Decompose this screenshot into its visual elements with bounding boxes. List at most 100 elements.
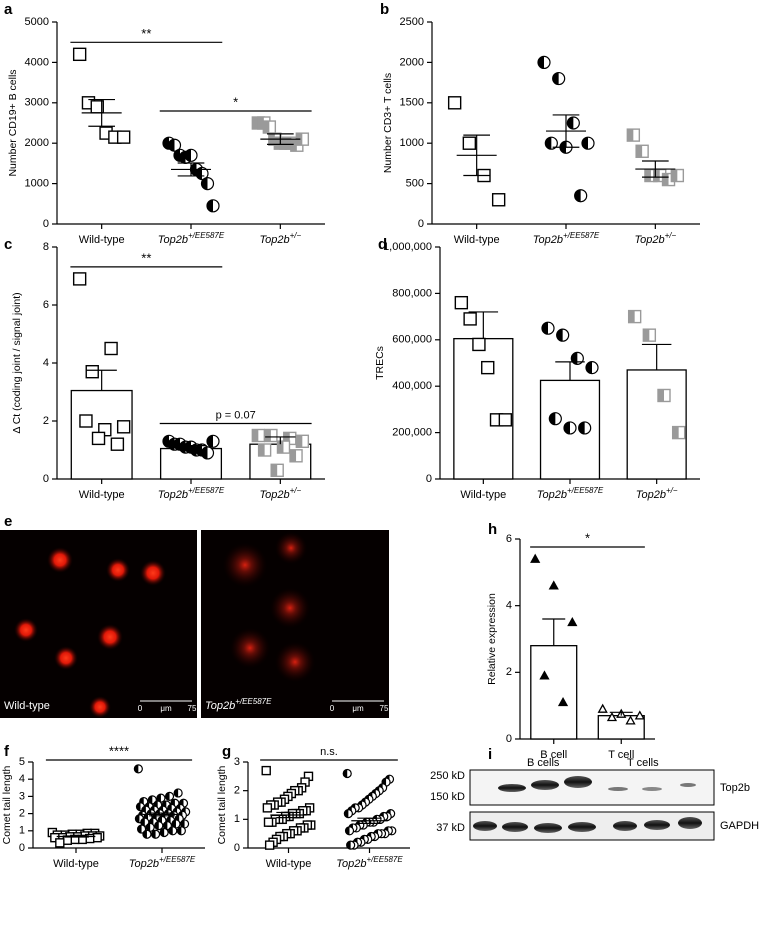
panel-letter: a — [4, 1, 13, 18]
panel-letter: d — [378, 236, 387, 253]
label-sup: +/− — [666, 486, 678, 495]
scale-start: 0 — [330, 704, 335, 713]
scale-unit: μm — [352, 704, 364, 713]
nucleus — [54, 646, 78, 670]
marker-fill — [140, 818, 145, 827]
band — [644, 820, 670, 830]
y-axis-label: Δ Ct (coding joint / signal joint) — [11, 292, 23, 433]
marker-fill — [163, 435, 169, 448]
chart: g Comet tail length 0 1 2 3 Wild-type Top2b+/EE… — [216, 743, 410, 870]
error-bar — [463, 134, 490, 177]
y-axis-label: Number CD19+ B cells — [7, 69, 19, 176]
data-point — [491, 193, 506, 207]
marker-fill — [165, 792, 170, 801]
y-tick-label: 3 — [234, 756, 240, 768]
marker-fill — [285, 137, 292, 150]
marker-fill — [185, 149, 191, 162]
y-tick-label: 600,000 — [392, 334, 432, 346]
y-tick-label: 1 — [234, 813, 240, 825]
data-point — [261, 765, 271, 776]
marker-shape — [50, 832, 60, 843]
y-tick-label: 2 — [19, 808, 25, 820]
error-bar — [265, 436, 296, 445]
label-base: Top2b — [537, 489, 567, 501]
data-point — [567, 616, 578, 627]
marker-fill — [283, 432, 290, 445]
marker-fill — [171, 819, 176, 828]
x-tick-label: Top2b+/EE587E — [537, 486, 604, 501]
marker-fill — [263, 121, 270, 134]
data-point — [462, 136, 477, 150]
marker-fill — [346, 841, 351, 850]
marker-shape — [462, 136, 477, 150]
nucleus — [89, 696, 111, 718]
bar — [530, 645, 578, 740]
marker-shape — [116, 420, 131, 434]
panel-letter: c — [4, 236, 12, 253]
error-bar — [552, 114, 580, 148]
data-point — [574, 189, 588, 203]
marker-fill — [290, 449, 297, 462]
marker-fill — [168, 826, 173, 835]
micrographs: e Wild-type Top2b+/EE587E 0 μm 75 0 μm 7… — [0, 513, 389, 718]
micrograph-label: Wild-type — [4, 700, 50, 712]
x-tick-label: B cell — [540, 749, 567, 761]
marker-shape — [472, 337, 486, 352]
data-point — [670, 168, 685, 183]
data-point — [262, 120, 277, 134]
marker-fill — [201, 446, 208, 459]
data-point — [472, 337, 486, 352]
marker-fill — [179, 151, 186, 164]
data-point — [585, 361, 599, 375]
marker-fill — [672, 426, 679, 439]
data-point — [150, 829, 161, 839]
label-sup: +/EE587E — [188, 231, 225, 240]
x-tick-label: Top2b+/EE587E — [336, 855, 403, 870]
marker-fill — [151, 830, 156, 839]
scale-start: 0 — [138, 704, 143, 713]
y-tick-label: 5 — [19, 756, 25, 768]
band — [531, 780, 559, 790]
marker-fill — [174, 438, 180, 451]
data-point — [578, 421, 592, 435]
x-tick-label: Top2b+/EE587E — [533, 231, 600, 246]
marker-shape — [262, 803, 273, 813]
marker-fill — [160, 828, 165, 837]
marker-fill — [168, 139, 175, 152]
y-tick-label: 1,000,000 — [383, 241, 432, 253]
band — [564, 776, 592, 788]
y-tick-label: 8 — [43, 241, 49, 253]
marker-shape — [539, 670, 550, 680]
marker-fill — [163, 821, 168, 830]
data-point — [570, 351, 584, 365]
label-base: Top2b — [158, 489, 188, 501]
label-sup: +/EE587E — [188, 486, 225, 495]
protein-label: GAPDH — [720, 820, 759, 832]
data-point — [50, 832, 60, 843]
data-point — [634, 710, 645, 720]
chart: h Relative expression 0 2 4 6 B cell T cell * — [486, 521, 655, 761]
marker-fill — [296, 435, 303, 448]
error-bar — [276, 811, 301, 819]
marker-fill — [258, 444, 265, 456]
error-bar — [267, 133, 294, 146]
marker-fill — [574, 189, 581, 202]
chart: d TRECs 0 200,000 400,000 600,000 800,000 1,000… — [374, 236, 700, 501]
y-tick-label: 2 — [43, 415, 49, 427]
marker-fill — [264, 429, 271, 442]
marker-fill — [343, 769, 348, 778]
lane-group: T cells — [627, 757, 659, 769]
y-tick-label: 6 — [506, 533, 512, 545]
marker-fill — [135, 814, 140, 823]
marker-fill — [137, 825, 142, 834]
nucleus — [97, 624, 123, 650]
marker-fill — [180, 819, 185, 828]
marker-shape — [72, 47, 87, 62]
data-point — [251, 428, 266, 443]
marker-shape — [104, 341, 118, 356]
error-bar — [63, 835, 89, 838]
marker-fill — [578, 421, 585, 434]
marker-shape — [72, 272, 87, 286]
data-point — [264, 840, 275, 850]
marker-fill — [556, 329, 563, 342]
